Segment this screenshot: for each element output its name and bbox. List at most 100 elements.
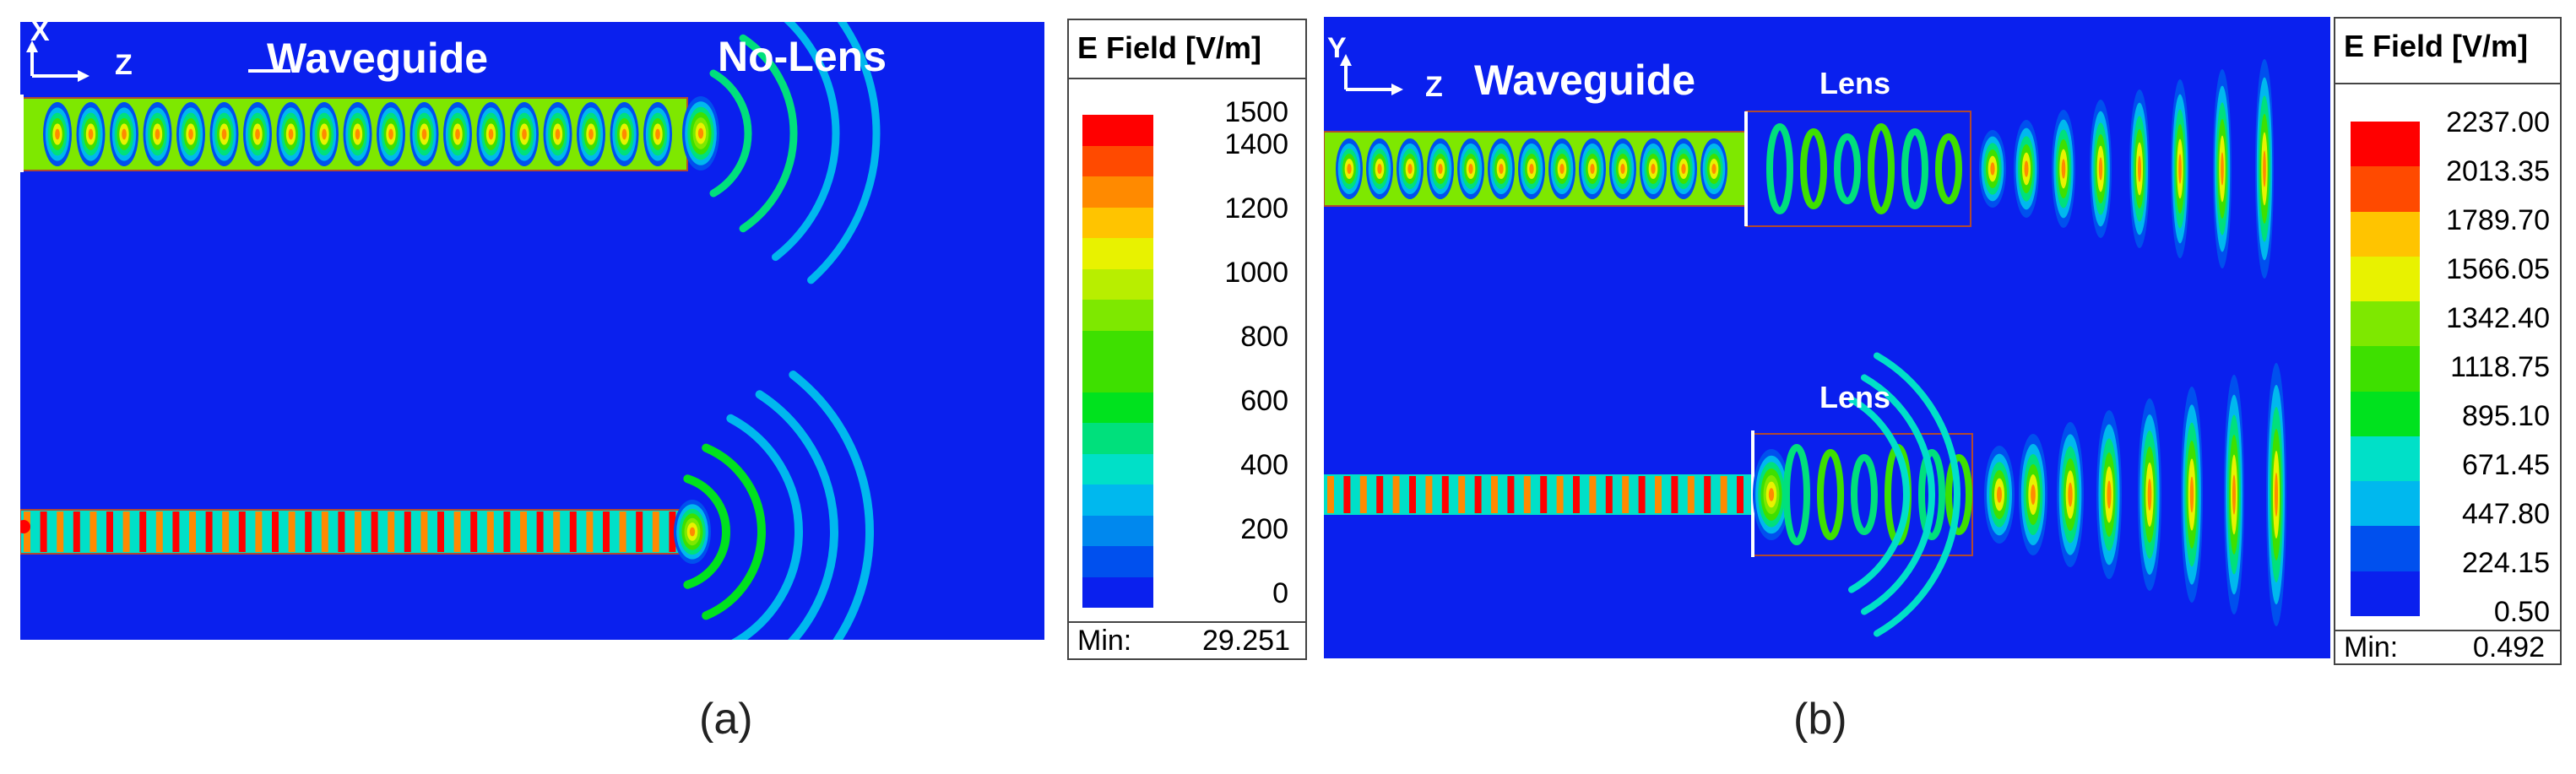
field-stripe-b [1441, 476, 1449, 513]
propagating-lobe-top-b [2024, 160, 2029, 177]
back-radiation-b [1874, 352, 1960, 637]
axis-arrows-a [26, 41, 38, 52]
field-lobe-b [1377, 164, 1382, 174]
field-stripe-a [388, 511, 395, 552]
field-stripe-a [106, 511, 113, 552]
field-lobe-a [322, 128, 327, 140]
legend-color-band [1082, 576, 1153, 608]
legend-divider-b [2335, 83, 2560, 84]
field-lobe-a [88, 128, 94, 140]
field-stripe-b [1474, 476, 1482, 513]
legend-min-label-a: Min: [1077, 625, 1132, 657]
axis-arrows-b [1340, 54, 1352, 66]
propagating-lobe-bottom-b [2189, 476, 2194, 513]
field-stripe-a [453, 511, 461, 552]
lens-pattern-top [1868, 123, 1895, 214]
field-stripe-b [1638, 476, 1646, 513]
field-stripe-a [636, 511, 643, 552]
field-lobe-b [1529, 164, 1534, 174]
field-lobe-a [355, 128, 361, 140]
field-lobe-a [55, 128, 60, 140]
color-scale-bar-a [1082, 115, 1153, 608]
legend-min-label-b: Min: [2344, 631, 2399, 663]
field-stripe-a [73, 511, 80, 552]
field-stripe-a [669, 511, 676, 552]
back-radiation-b [1861, 374, 1935, 615]
field-stripe-a [603, 511, 610, 552]
field-stripe-b [1409, 476, 1416, 513]
propagating-lobe-top-b [2138, 155, 2141, 182]
field-stripe-a [437, 511, 444, 552]
field-stripe-b [1343, 476, 1351, 513]
field-stripe-b [1556, 476, 1564, 513]
field-stripe-a [288, 511, 296, 552]
axis-z-label-b: Z [1425, 71, 1443, 103]
radiation-arc-bottom-a [702, 443, 766, 620]
legend-tick-a: 1000 [1224, 257, 1288, 289]
axis-arrows-a [78, 70, 89, 82]
lens-label-top: Lens [1819, 66, 1891, 100]
legend-color-band [1082, 484, 1153, 516]
legend-color-band [1082, 145, 1153, 176]
field-stripe-a [139, 511, 147, 552]
field-stripe-a [40, 511, 47, 552]
legend-tick-a: 600 [1240, 385, 1288, 417]
legend-tick-b: 895.10 [2462, 400, 2550, 432]
legend-color-band [1082, 207, 1153, 238]
field-lobe-b [1559, 164, 1565, 174]
field-lobe-b [1347, 164, 1352, 174]
radiation-arc-a [709, 69, 752, 198]
legend-tick-b: 224.15 [2462, 547, 2550, 579]
legend-title-a: E Field [V/m] [1077, 30, 1262, 65]
legend-min-value-b: 0.492 [2472, 631, 2545, 663]
field-lobe-b [1438, 164, 1443, 174]
field-lobe-b [1651, 164, 1656, 174]
propagating-lobe-bottom-b [2031, 484, 2036, 505]
field-lobe-a [288, 128, 294, 140]
field-stripe-b [1523, 476, 1531, 513]
field-lobe-a [522, 128, 527, 140]
legend-color-band [2351, 526, 2420, 571]
output-lobe-bottom-a [689, 527, 696, 537]
field-stripe-a [305, 511, 312, 552]
field-stripe-a [255, 511, 263, 552]
field-lobe-b [1499, 164, 1504, 174]
legend-color-band [1082, 176, 1153, 208]
field-stripe-b [1605, 476, 1613, 513]
axis-y-label-b: Y [1327, 32, 1347, 64]
legend-tick-a: 200 [1240, 513, 1288, 545]
propagating-lobe-bottom-b [2232, 474, 2236, 515]
legend-color-band [2351, 436, 2420, 482]
axis-x-label-a: X [30, 15, 50, 47]
field-stripe-b [1392, 476, 1400, 513]
field-lobe-a [655, 128, 660, 140]
field-lobe-a [421, 128, 427, 140]
field-stripe-a [57, 511, 64, 552]
field-stripe-a [189, 511, 196, 552]
waveguide-label-b: Waveguide [1474, 57, 1696, 104]
axis-z-label-a: Z [115, 49, 133, 81]
field-stripe-a [321, 511, 328, 552]
propagating-lobe-bottom-b [2068, 482, 2073, 507]
field-stripe-b [1573, 476, 1580, 513]
radiation-arc-bottom-a [755, 390, 838, 640]
radiation-arc-a [739, 34, 798, 233]
legend-title-b: E Field [V/m] [2344, 29, 2529, 63]
propagating-lobe-top-b [2263, 150, 2266, 187]
lens-pattern-bottom [1945, 454, 1972, 535]
legend-color-band [1082, 268, 1153, 300]
field-stripe-a [338, 511, 345, 552]
field-stripe-b [1376, 476, 1384, 513]
field-stripe-b [1687, 476, 1695, 513]
field-stripe-a [238, 511, 246, 552]
legend-tick-a: 1500 [1224, 96, 1288, 128]
legend-tick-b: 2013.35 [2446, 155, 2550, 187]
field-stripe-b [1737, 476, 1744, 513]
lens-pattern-top [1834, 133, 1861, 204]
legend-min-value-a: 29.251 [1202, 625, 1290, 657]
color-scale-bar-b [2351, 122, 2420, 616]
lens-pattern-bottom [1918, 449, 1945, 540]
color-legend-a: E Field [V/m] 1500 1400 1200 1000 800 60… [1067, 19, 1307, 660]
field-stripe-a [470, 511, 478, 552]
field-stripe-a [404, 511, 411, 552]
